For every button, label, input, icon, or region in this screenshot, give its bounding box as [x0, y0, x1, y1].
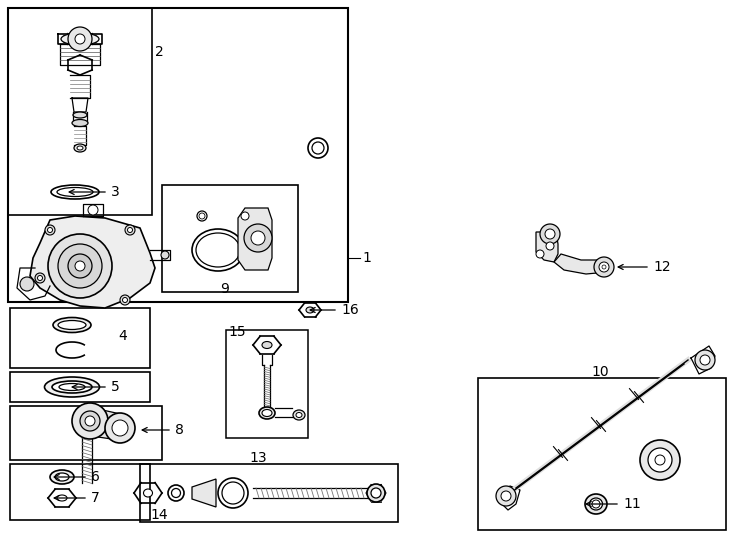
Ellipse shape	[306, 307, 314, 313]
Ellipse shape	[74, 144, 86, 152]
Ellipse shape	[58, 321, 86, 329]
Text: 4: 4	[118, 329, 127, 343]
Text: 6: 6	[91, 470, 100, 484]
Bar	[10, 308, 150, 368]
Ellipse shape	[77, 146, 83, 150]
Circle shape	[120, 295, 130, 305]
Circle shape	[37, 275, 43, 280]
Circle shape	[546, 242, 554, 250]
Ellipse shape	[296, 413, 302, 417]
Bar	[8, 8, 348, 302]
Text: 11: 11	[623, 497, 641, 511]
Ellipse shape	[161, 251, 169, 259]
Circle shape	[695, 350, 715, 370]
Circle shape	[545, 229, 555, 239]
Ellipse shape	[585, 494, 607, 514]
Circle shape	[128, 227, 133, 233]
Polygon shape	[192, 479, 216, 507]
Ellipse shape	[262, 409, 272, 416]
Polygon shape	[238, 208, 272, 270]
Text: 2: 2	[155, 45, 164, 59]
Text: 7: 7	[91, 491, 100, 505]
Ellipse shape	[371, 488, 381, 498]
Circle shape	[536, 250, 544, 258]
Ellipse shape	[73, 112, 87, 118]
Circle shape	[35, 273, 45, 283]
Text: 8: 8	[175, 423, 184, 437]
Circle shape	[251, 231, 265, 245]
Circle shape	[58, 244, 102, 288]
Ellipse shape	[53, 318, 91, 333]
Ellipse shape	[55, 473, 69, 481]
Circle shape	[244, 224, 272, 252]
Circle shape	[45, 225, 55, 235]
Text: 3: 3	[111, 185, 120, 199]
Circle shape	[599, 262, 609, 272]
Ellipse shape	[262, 341, 272, 348]
Bar	[10, 372, 150, 402]
Ellipse shape	[52, 381, 92, 393]
Text: 9: 9	[220, 282, 230, 296]
Bar	[226, 330, 308, 438]
Bar	[10, 464, 150, 520]
Ellipse shape	[367, 484, 385, 502]
Text: 1: 1	[362, 251, 371, 265]
Polygon shape	[92, 409, 132, 441]
Text: 13: 13	[249, 451, 267, 465]
Circle shape	[496, 486, 516, 506]
Ellipse shape	[50, 470, 74, 484]
Bar	[8, 8, 152, 215]
Ellipse shape	[259, 407, 275, 419]
Text: 14: 14	[150, 508, 167, 522]
Ellipse shape	[589, 498, 603, 510]
Circle shape	[640, 440, 680, 480]
Circle shape	[20, 277, 34, 291]
Circle shape	[501, 491, 511, 501]
Circle shape	[105, 413, 135, 443]
Ellipse shape	[59, 383, 85, 390]
Ellipse shape	[144, 489, 153, 497]
Circle shape	[75, 34, 85, 44]
Circle shape	[540, 224, 560, 244]
Bar	[10, 406, 162, 460]
Polygon shape	[536, 232, 558, 262]
Circle shape	[68, 254, 92, 278]
Circle shape	[594, 257, 614, 277]
Circle shape	[72, 403, 108, 439]
Bar	[478, 378, 726, 530]
Ellipse shape	[57, 495, 67, 501]
Circle shape	[655, 455, 665, 465]
Ellipse shape	[72, 119, 88, 126]
Circle shape	[602, 265, 606, 269]
Text: 15: 15	[228, 325, 246, 339]
Text: 16: 16	[341, 303, 359, 317]
Bar	[162, 185, 298, 292]
Ellipse shape	[61, 33, 99, 45]
Polygon shape	[554, 254, 611, 274]
Ellipse shape	[293, 410, 305, 420]
Circle shape	[241, 212, 249, 220]
Circle shape	[700, 355, 710, 365]
Circle shape	[80, 411, 100, 431]
Circle shape	[88, 205, 98, 215]
Circle shape	[75, 261, 85, 271]
Polygon shape	[30, 216, 155, 308]
Circle shape	[48, 234, 112, 298]
Circle shape	[85, 416, 95, 426]
Text: 5: 5	[111, 380, 120, 394]
Circle shape	[592, 500, 600, 508]
Bar	[140, 464, 398, 522]
Circle shape	[125, 225, 135, 235]
Text: 10: 10	[591, 365, 608, 379]
Ellipse shape	[45, 377, 100, 397]
Circle shape	[68, 27, 92, 51]
Circle shape	[112, 420, 128, 436]
Text: 12: 12	[653, 260, 671, 274]
Circle shape	[648, 448, 672, 472]
Circle shape	[48, 227, 53, 233]
Circle shape	[123, 298, 128, 302]
